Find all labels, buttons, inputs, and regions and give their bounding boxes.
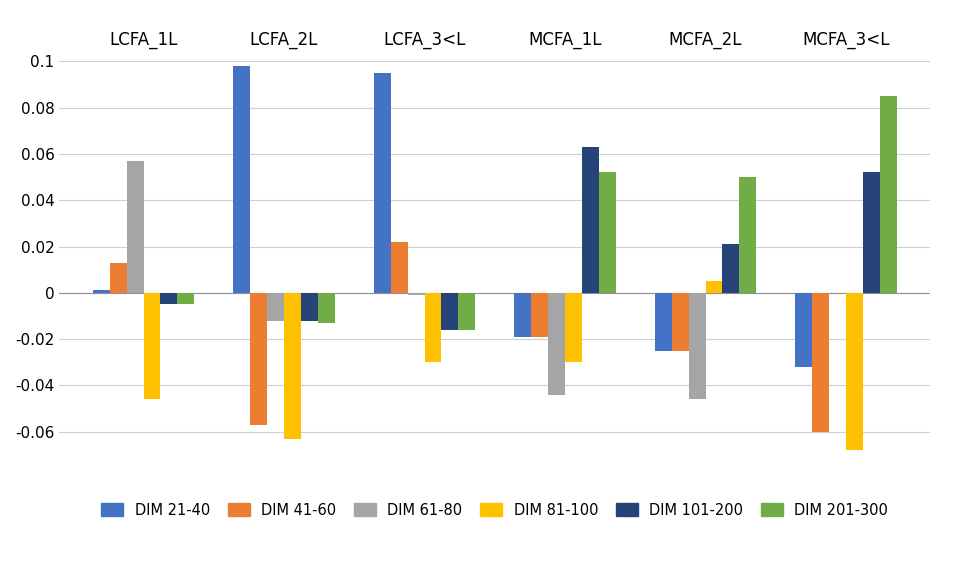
Bar	[301, 293, 318, 321]
Bar	[318, 293, 334, 323]
Bar	[672, 293, 689, 350]
Bar	[846, 293, 863, 450]
Bar	[599, 173, 615, 293]
Text: LCFA_2L: LCFA_2L	[250, 31, 318, 49]
Text: MCFA_3<L: MCFA_3<L	[802, 31, 890, 49]
Bar	[250, 293, 267, 424]
Bar	[880, 96, 896, 293]
Text: LCFA_1L: LCFA_1L	[109, 31, 177, 49]
Bar	[812, 293, 829, 431]
Bar	[582, 147, 599, 293]
Bar	[391, 242, 408, 293]
Bar	[267, 293, 284, 321]
Bar	[705, 281, 723, 293]
Bar	[739, 177, 756, 293]
Bar	[515, 293, 531, 337]
Bar	[284, 293, 301, 438]
Bar	[689, 293, 705, 399]
Legend: DIM 21-40, DIM 41-60, DIM 61-80, DIM 81-100, DIM 101-200, DIM 201-300: DIM 21-40, DIM 41-60, DIM 61-80, DIM 81-…	[96, 497, 894, 524]
Bar	[565, 293, 582, 362]
Text: MCFA_1L: MCFA_1L	[528, 31, 602, 49]
Bar	[796, 293, 812, 367]
Bar	[408, 293, 424, 295]
Bar	[374, 73, 391, 293]
Bar	[143, 293, 161, 399]
Text: LCFA_3<L: LCFA_3<L	[384, 31, 466, 49]
Bar	[655, 293, 672, 350]
Bar	[161, 293, 177, 304]
Bar	[109, 263, 127, 293]
Bar	[234, 66, 250, 293]
Bar	[863, 173, 880, 293]
Bar	[723, 244, 739, 293]
Bar	[177, 293, 194, 304]
Bar	[531, 293, 548, 337]
Bar	[424, 293, 442, 362]
Bar	[442, 293, 458, 330]
Bar	[127, 161, 143, 293]
Bar	[93, 291, 109, 293]
Bar	[548, 293, 565, 394]
Text: MCFA_2L: MCFA_2L	[669, 31, 742, 49]
Bar	[458, 293, 475, 330]
